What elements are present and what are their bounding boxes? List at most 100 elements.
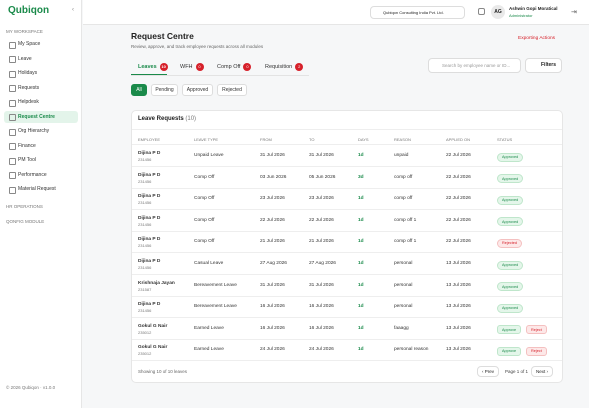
sidebar: Qubiqon ‹ MY WORKSPACE © 2026 Qubiqon · … (0, 0, 82, 408)
nav-group[interactable]: QONFIG MODULE (6, 218, 45, 224)
nav-item[interactable]: Requests (4, 82, 78, 94)
export-actions[interactable]: Exporting Actions (518, 36, 556, 41)
divider (132, 252, 562, 254)
page-indicator: Page 1 of 1 (505, 369, 529, 374)
nav-item[interactable]: Leave (4, 53, 78, 65)
nav-item[interactable]: Material Request (4, 183, 78, 195)
page-subtitle: Review, approve, and track employee requ… (131, 44, 264, 49)
nav-item[interactable]: Holidays (4, 67, 78, 79)
reject-button[interactable]: Reject (526, 346, 547, 356)
status-badge: Approved (497, 152, 524, 162)
cell: personal (394, 304, 413, 310)
bell-icon[interactable] (478, 8, 485, 15)
filter-chip[interactable]: All (131, 84, 147, 96)
showing: Showing 10 of 10 leaves (138, 369, 188, 374)
cell: personal (394, 261, 413, 266)
logout[interactable]: ⇥ (571, 9, 577, 16)
column-header: REASON (394, 137, 411, 142)
tab[interactable]: Leaves 10 (138, 63, 168, 71)
status-badge: Rejected (497, 238, 522, 248)
cell: 1d (358, 217, 364, 223)
search[interactable]: Search by employee name or ID... (428, 58, 521, 73)
nav-item[interactable]: My Space (4, 38, 78, 50)
cell: Casual Leave (194, 261, 224, 266)
tab-label: Leaves (138, 64, 157, 70)
employee-name: Dijina P D (138, 194, 161, 200)
cell: 31 Jul 2026 (260, 153, 285, 158)
cell: 05 Jun 2026 (309, 174, 336, 180)
employee-id: 231456 (138, 221, 152, 227)
approve-button[interactable]: Approve (497, 325, 522, 335)
cell: Unpaid Leave (194, 153, 224, 158)
cell: 22 Jul 2026 (260, 217, 285, 223)
cell: 13 Jul 2026 (446, 325, 471, 331)
nav-item[interactable]: Performance (4, 169, 78, 181)
company-select[interactable]: Qubiqon Consulting India Pvt. Ltd. (370, 6, 465, 19)
cell: 1d (358, 196, 364, 202)
cell: 22 Jul 2026 (446, 217, 471, 223)
tab[interactable]: WFH 0 (180, 63, 204, 71)
cell: 31 Jul 2026 (309, 153, 334, 158)
active-tab-underline (131, 74, 167, 75)
cell: 23 Jul 2026 (260, 196, 285, 202)
cell: Comp Off (194, 239, 215, 245)
avatar[interactable]: AG (491, 5, 505, 19)
cell: unpaid (394, 153, 409, 158)
nav-item[interactable]: Request Centre (4, 110, 78, 123)
cell: 16 Jul 2026 (309, 325, 334, 331)
status-badge: Approved (497, 174, 524, 184)
divider (132, 360, 562, 361)
column-header: LEAVE TYPE (194, 137, 219, 142)
cell: Comp Off (194, 174, 215, 180)
table-title-text: Leave Requests (138, 116, 184, 122)
employee-name: Dijina P D (138, 259, 161, 264)
tab-label: Requisition (265, 64, 293, 70)
divider (132, 295, 562, 297)
filter-chip[interactable]: Pending (151, 84, 178, 96)
tab[interactable]: Comp Off 0 (217, 63, 252, 71)
cell: 21 Jul 2026 (260, 239, 285, 245)
nav-item[interactable]: Org Hierarchy (4, 125, 78, 137)
employee-name: Dijina P D (138, 151, 161, 156)
footer: © 2026 Qubiqon · v1.0.0 (6, 385, 56, 390)
divider (132, 274, 562, 275)
topbar: Qubiqon Consulting India Pvt. Ltd. AG As… (83, 0, 589, 25)
logo: Qubiqon (8, 5, 50, 16)
cell: personal (394, 282, 413, 288)
cell: 16 Jul 2026 (260, 325, 285, 331)
employee-id: 231587 (138, 286, 152, 292)
nav-item[interactable]: PM Tool (4, 154, 78, 166)
next-button[interactable]: Next › (531, 366, 553, 377)
nav-group[interactable]: HR OPERATIONS (6, 204, 43, 209)
cell: 13 Jul 2026 (446, 304, 471, 310)
cell: 22 Jul 2026 (309, 217, 334, 223)
filters-button[interactable]: Filters (525, 58, 562, 73)
approve-button[interactable]: Approve (497, 346, 522, 356)
status-badge: Approved (497, 217, 524, 227)
employee-name: Dijina P D (138, 172, 161, 178)
cell: comp off (394, 196, 413, 202)
employee-name: Dijina P D (138, 302, 161, 308)
employee-id: 231456 (138, 178, 152, 184)
cell: 27 Aug 2026 (309, 261, 336, 266)
column-header: TO (309, 137, 315, 142)
prev-button[interactable]: ‹ Prev (477, 366, 499, 377)
cell: 22 Jul 2026 (446, 239, 471, 245)
cell: 13 Jul 2026 (446, 347, 471, 353)
divider (132, 338, 562, 340)
reject-button[interactable]: Reject (526, 325, 547, 335)
filter-chip[interactable]: Approved (182, 84, 213, 96)
nav-item[interactable]: Finance (4, 140, 78, 152)
nav-item[interactable]: Helpdesk (4, 96, 78, 108)
column-header: EMPLOYEE (138, 137, 161, 142)
cell: Bereavement Leave (194, 282, 237, 288)
collapse[interactable]: ‹ (72, 7, 74, 13)
filter-chip[interactable]: Rejected (217, 84, 247, 96)
employee-id: 231456 (138, 308, 152, 314)
employee-name: Gokul G Nair (138, 323, 168, 329)
employee-id: 235012 (138, 329, 152, 335)
cell: 03 Jun 2026 (260, 174, 287, 180)
tab[interactable]: Requisition 2 (265, 63, 304, 71)
cell: personal reason (394, 347, 429, 353)
column-header: DAYS (358, 137, 369, 142)
